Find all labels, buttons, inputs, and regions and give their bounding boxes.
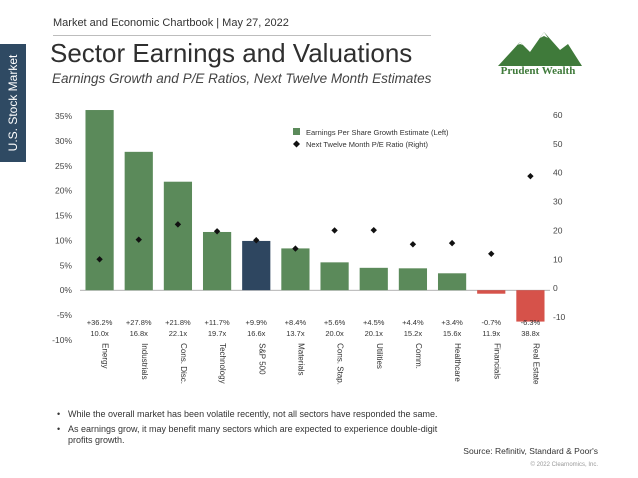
notes-list: While the overall market has been volati… — [57, 409, 457, 450]
page-title: Sector Earnings and Valuations — [50, 38, 413, 68]
growth-data-label: -6.3% — [521, 318, 541, 327]
growth-bar — [398, 268, 428, 291]
header-divider — [53, 35, 431, 36]
left-axis-tick-label: 5% — [60, 260, 73, 270]
pe-data-label: 13.7x — [286, 329, 305, 338]
left-axis-tick-label: 35% — [55, 111, 72, 121]
category-label: Healthcare — [453, 343, 462, 382]
right-axis-tick-label: -10 — [553, 312, 566, 322]
right-axis-tick-label: 10 — [553, 254, 563, 264]
right-axis-tick-label: 50 — [553, 139, 563, 149]
growth-data-label: -0.7% — [481, 318, 501, 327]
left-axis-tick-label: 25% — [55, 161, 72, 171]
pe-marker — [213, 228, 221, 235]
growth-bar — [437, 273, 467, 291]
mountain-logo-icon — [498, 32, 582, 66]
growth-bar — [163, 181, 193, 291]
pe-data-label: 20.1x — [365, 329, 384, 338]
pe-marker — [135, 236, 142, 243]
category-label: S&P 500 — [257, 343, 266, 375]
left-axis-tick-label: 20% — [55, 186, 72, 196]
right-axis-tick-label: 60 — [553, 110, 563, 120]
logo-text: Prudent Wealth — [500, 65, 576, 77]
pe-marker — [409, 241, 417, 248]
legend-label-pe: Next Twelve Month P/E Ratio (Right) — [306, 140, 428, 149]
right-axis-tick-label: 30 — [553, 197, 563, 207]
right-axis-tick-label: 0 — [553, 283, 558, 293]
growth-data-label: +8.4% — [285, 318, 307, 327]
pe-data-label: 15.2x — [404, 329, 423, 338]
growth-data-label: +9.9% — [246, 318, 268, 327]
pe-data-label: 22.1x — [169, 329, 188, 338]
growth-data-label: +3.4% — [441, 318, 463, 327]
pe-marker — [331, 227, 338, 234]
left-axis-tick-label: 0% — [60, 285, 73, 295]
note-item: As earnings grow, it may benefit many se… — [57, 424, 457, 446]
category-label: Materials — [296, 343, 305, 375]
pe-data-label: 16.6x — [247, 329, 266, 338]
growth-data-label: +4.4% — [402, 318, 424, 327]
category-label: Energy — [101, 343, 110, 368]
section-tab: U.S. Stock Market — [0, 44, 26, 162]
growth-bar — [202, 231, 232, 291]
pe-data-label: 19.7x — [208, 329, 227, 338]
right-axis-tick-label: 20 — [553, 225, 563, 235]
left-axis-tick-label: -10% — [52, 335, 72, 345]
left-axis-tick-label: 10% — [55, 235, 72, 245]
pe-marker — [448, 239, 456, 247]
growth-bar — [320, 262, 349, 291]
growth-bar — [124, 151, 153, 291]
pe-data-label: 10.0x — [90, 329, 109, 338]
pe-marker — [488, 250, 495, 258]
pe-data-label: 16.8x — [130, 329, 149, 338]
pe-marker — [96, 256, 103, 263]
sector-earnings-chart: -10% -5% 0% 5% 10% 15% 20% 25% 30% 35% -10 0 10 20 30 4… — [52, 110, 566, 385]
pe-marker — [370, 226, 377, 234]
growth-bar — [281, 248, 310, 291]
left-axis-tick-label: -5% — [57, 310, 73, 320]
legend-label-growth: Earnings Per Share Growth Estimate (Left… — [306, 128, 449, 137]
note-item: While the overall market has been volati… — [57, 409, 457, 420]
growth-data-label: +11.7% — [205, 318, 230, 327]
growth-bar — [477, 290, 506, 294]
growth-data-label: +36.2% — [87, 318, 113, 327]
legend-swatch-pe — [293, 140, 300, 148]
growth-data-label: +4.5% — [363, 318, 385, 327]
pe-marker — [527, 172, 534, 180]
copyright-note: © 2022 Clearnomics, Inc. — [530, 462, 598, 468]
left-axis-tick-label: 30% — [55, 136, 72, 146]
category-label: Financials — [492, 343, 501, 379]
growth-data-label: +5.6% — [324, 318, 346, 327]
left-axis-tick-label: 15% — [55, 211, 72, 221]
growth-bar — [85, 110, 114, 291]
category-label: Comm. — [414, 343, 423, 369]
growth-bar — [242, 240, 271, 291]
growth-bar — [516, 290, 545, 322]
pe-data-label: 15.6x — [443, 329, 462, 338]
category-label: Cons. Disc. — [179, 343, 188, 384]
pe-data-label: 11.9x — [482, 329, 500, 338]
growth-data-label: +21.8% — [165, 318, 191, 327]
category-label: Cons. Stap. — [336, 343, 345, 385]
category-label: Industrials — [140, 343, 149, 379]
legend-swatch-growth — [293, 128, 300, 135]
page-subtitle: Earnings Growth and P/E Ratios, Next Twe… — [52, 71, 432, 86]
growth-bar — [359, 267, 388, 291]
category-label: Technology — [218, 343, 227, 383]
pe-data-label: 20.0x — [325, 329, 344, 338]
pe-data-label: 38.8x — [521, 329, 540, 338]
right-axis-tick-label: 40 — [553, 168, 563, 178]
publication-header: Market and Economic Chartbook | May 27, … — [53, 17, 289, 29]
pe-marker — [292, 245, 299, 252]
pe-marker — [174, 221, 182, 228]
growth-data-label: +27.8% — [126, 318, 152, 327]
category-label: Utilities — [375, 343, 384, 369]
source-note: Source: Refinitiv, Standard & Poor's — [463, 446, 598, 456]
pe-marker — [253, 237, 260, 244]
category-label: Real Estate — [531, 343, 540, 385]
